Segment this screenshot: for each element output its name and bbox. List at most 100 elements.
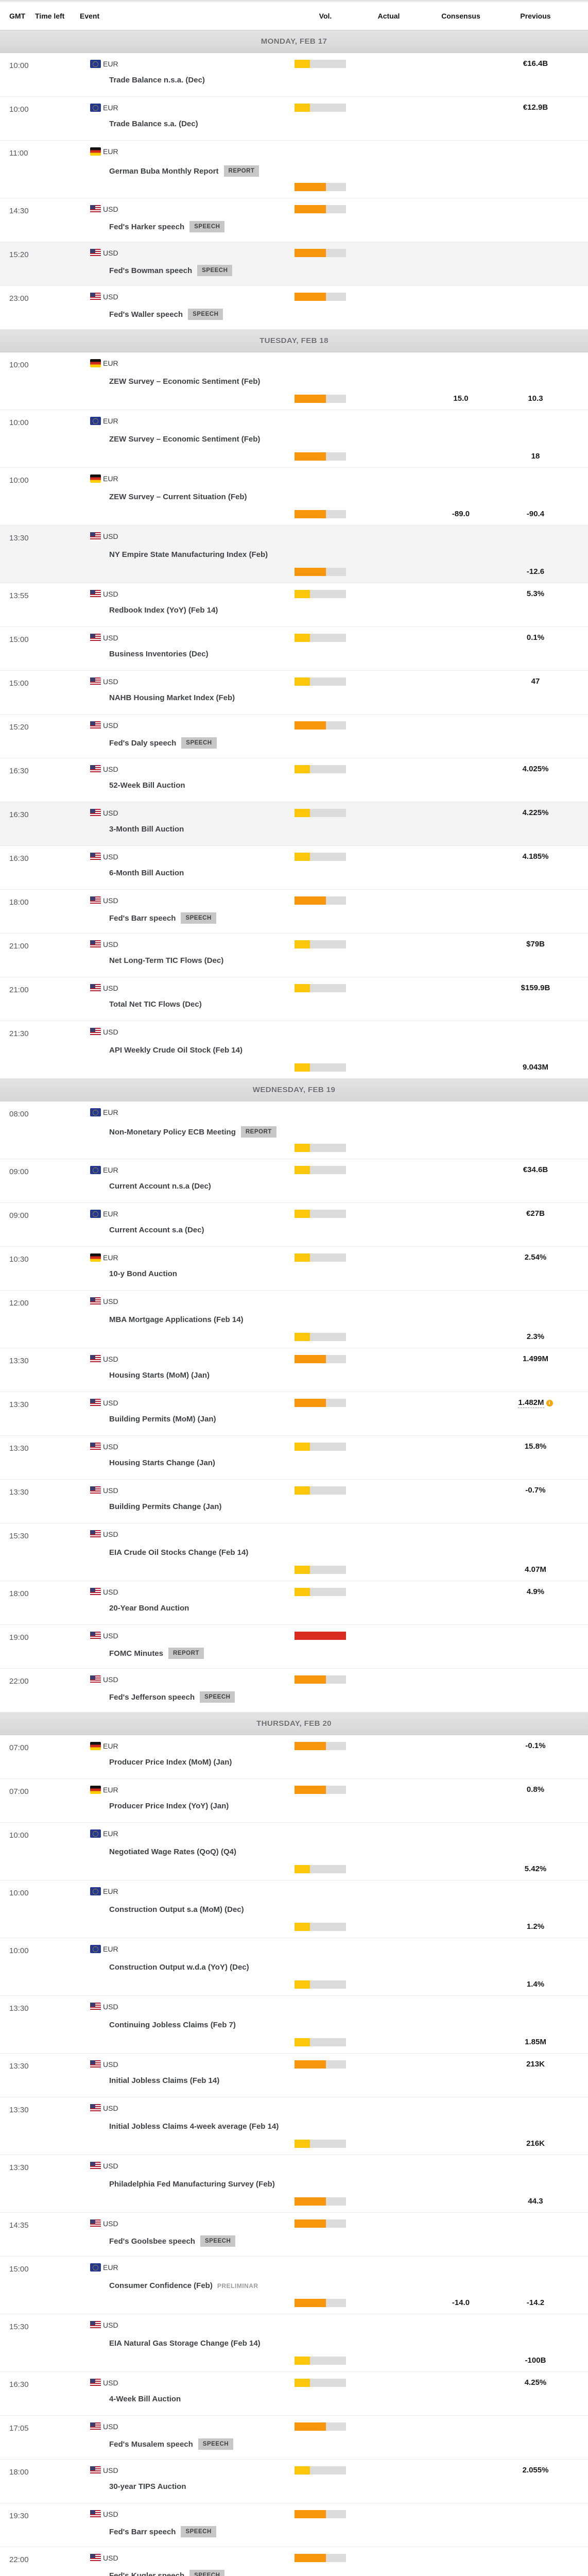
event-name[interactable]: Business Inventories (Dec) [109, 650, 209, 658]
event-row[interactable]: 07:00 EUR Producer Price Index (YoY) (Jan)… [0, 1779, 588, 1823]
event-row[interactable]: 22:00 USD Fed's Kugler speech SPEECH [0, 2547, 588, 2576]
event-row[interactable]: 18:00 USD 30-year TIPS Auction 2.055% [0, 2460, 588, 2503]
event-row[interactable]: 13:30 USD Housing Starts Change (Jan) 15.8% [0, 1436, 588, 1480]
event-name[interactable]: ZEW Survey – Current Situation (Feb) [109, 493, 247, 501]
event-row[interactable]: 10:00 EUR ZEW Survey – Economic Sentiment … [0, 352, 588, 410]
event-row[interactable]: 10:00 EUR Trade Balance s.a. (Dec) €12.9B [0, 97, 588, 141]
event-name[interactable]: MBA Mortgage Applications (Feb 14) [109, 1315, 244, 1324]
info-icon[interactable]: i [546, 1400, 553, 1406]
event-row[interactable]: 10:00 EUR Trade Balance n.s.a. (Dec) €16.4B [0, 53, 588, 97]
event-row[interactable]: 15:30 USD EIA Natural Gas Storage Change (… [0, 2314, 588, 2372]
event-name[interactable]: Current Account s.a (Dec) [109, 1226, 204, 1234]
event-row[interactable]: 13:30 USD NY Empire State Manufacturing In… [0, 526, 588, 583]
event-row[interactable]: 15:00 EUR Consumer Confidence (Feb) PRELIMI… [0, 2257, 588, 2314]
event-row[interactable]: 10:00 EUR Construction Output w.d.a (YoY) … [0, 1938, 588, 1996]
event-row[interactable]: 10:30 EUR 10-y Bond Auction 2.54% [0, 1247, 588, 1291]
event-row[interactable]: 16:30 USD 6-Month Bill Auction 4.185% [0, 846, 588, 890]
event-name[interactable]: Initial Jobless Claims (Feb 14) [109, 2076, 220, 2085]
event-name[interactable]: FOMC Minutes [109, 1649, 163, 1658]
event-row[interactable]: 10:00 EUR ZEW Survey – Economic Sentiment … [0, 410, 588, 468]
event-row[interactable]: 15:20 USD Fed's Bowman speech SPEECH [0, 242, 588, 286]
event-name[interactable]: Fed's Jefferson speech [109, 1692, 195, 1702]
event-row[interactable]: 15:00 USD NAHB Housing Market Index (Feb) 4… [0, 671, 588, 715]
event-name[interactable]: ZEW Survey – Economic Sentiment (Feb) [109, 377, 261, 386]
event-row[interactable]: 08:00 EUR Non-Monetary Policy ECB Meeting R… [0, 1101, 588, 1159]
event-name[interactable]: Fed's Daly speech [109, 738, 177, 748]
event-name[interactable]: Fed's Bowman speech [109, 266, 193, 275]
event-name[interactable]: Building Permits (MoM) (Jan) [109, 1415, 216, 1423]
event-row[interactable]: 21:00 USD Net Long-Term TIC Flows (Dec) $79… [0, 934, 588, 977]
event-name[interactable]: 10-y Bond Auction [109, 1269, 177, 1278]
event-row[interactable]: 09:00 EUR Current Account n.s.a (Dec) €34.6… [0, 1159, 588, 1203]
event-name[interactable]: Housing Starts (MoM) (Jan) [109, 1371, 210, 1380]
event-name[interactable]: Fed's Harker speech [109, 222, 185, 231]
event-row[interactable]: 16:30 USD 4-Week Bill Auction 4.25% [0, 2372, 588, 2416]
event-name[interactable]: Housing Starts Change (Jan) [109, 1459, 215, 1467]
event-name[interactable]: 20-Year Bond Auction [109, 1604, 189, 1613]
event-name[interactable]: API Weekly Crude Oil Stock (Feb 14) [109, 1046, 243, 1055]
event-row[interactable]: 22:00 USD Fed's Jefferson speech SPEECH [0, 1669, 588, 1713]
event-name[interactable]: Current Account n.s.a (Dec) [109, 1182, 211, 1191]
event-name[interactable]: Building Permits Change (Jan) [109, 1502, 222, 1511]
event-row[interactable]: 23:00 USD Fed's Waller speech SPEECH [0, 286, 588, 330]
event-row[interactable]: 12:00 USD MBA Mortgage Applications (Feb 1… [0, 1291, 588, 1348]
event-name[interactable]: Consumer Confidence (Feb) [109, 2281, 213, 2290]
event-name[interactable]: Construction Output w.d.a (YoY) (Dec) [109, 1963, 249, 1972]
event-name[interactable]: EIA Natural Gas Storage Change (Feb 14) [109, 2339, 261, 2348]
event-row[interactable]: 11:00 EUR German Buba Monthly Report REPORT [0, 141, 588, 198]
event-row[interactable]: 13:30 USD Building Permits Change (Jan) -0.… [0, 1480, 588, 1523]
event-row[interactable]: 18:00 USD 20-Year Bond Auction 4.9% [0, 1581, 588, 1625]
event-name[interactable]: Initial Jobless Claims 4-week average (F… [109, 2122, 279, 2131]
event-name[interactable]: ZEW Survey – Economic Sentiment (Feb) [109, 435, 261, 444]
event-row[interactable]: 17:05 USD Fed's Musalem speech SPEECH [0, 2416, 588, 2460]
event-name[interactable]: Total Net TIC Flows (Dec) [109, 1000, 202, 1009]
event-name[interactable]: Net Long-Term TIC Flows (Dec) [109, 956, 224, 965]
event-name[interactable]: 30-year TIPS Auction [109, 2482, 186, 2491]
event-name[interactable]: Fed's Barr speech [109, 913, 176, 923]
event-name[interactable]: German Buba Monthly Report [109, 166, 219, 176]
event-name[interactable]: Fed's Kugler speech [109, 2571, 185, 2576]
event-row[interactable]: 14:35 USD Fed's Goolsbee speech SPEECH [0, 2213, 588, 2257]
event-row[interactable]: 19:30 USD Fed's Barr speech SPEECH [0, 2503, 588, 2547]
event-name[interactable]: Fed's Waller speech [109, 310, 183, 319]
event-row[interactable]: 09:00 EUR Current Account s.a (Dec) €27B [0, 1203, 588, 1247]
event-name[interactable]: Fed's Goolsbee speech [109, 2236, 195, 2246]
event-row[interactable]: 10:00 EUR Negotiated Wage Rates (QoQ) (Q4)… [0, 1823, 588, 1880]
event-name[interactable]: 6-Month Bill Auction [109, 869, 184, 877]
event-name[interactable]: Redbook Index (YoY) (Feb 14) [109, 606, 218, 615]
event-row[interactable]: 10:00 EUR Construction Output s.a (MoM) (D… [0, 1880, 588, 1938]
event-row[interactable]: 13:30 USD Philadelphia Fed Manufacturing S… [0, 2155, 588, 2213]
event-name[interactable]: NY Empire State Manufacturing Index (Feb… [109, 550, 268, 559]
event-row[interactable]: 13:30 USD Initial Jobless Claims (Feb 14) 2… [0, 2054, 588, 2097]
event-row[interactable]: 16:30 USD 52-Week Bill Auction 4.025% [0, 758, 588, 802]
event-name[interactable]: Negotiated Wage Rates (QoQ) (Q4) [109, 1848, 236, 1856]
event-row[interactable]: 10:00 EUR ZEW Survey – Current Situation (… [0, 468, 588, 526]
event-row[interactable]: 13:55 USD Redbook Index (YoY) (Feb 14) 5.3% [0, 583, 588, 627]
event-row[interactable]: 13:30 USD Housing Starts (MoM) (Jan) 1.499M [0, 1348, 588, 1392]
event-name[interactable]: Non-Monetary Policy ECB Meeting [109, 1127, 236, 1137]
event-row[interactable]: 13:30 USD Continuing Jobless Claims (Feb 7… [0, 1996, 588, 2054]
event-row[interactable]: 15:30 USD EIA Crude Oil Stocks Change (Feb… [0, 1523, 588, 1581]
event-row[interactable]: 13:30 USD Initial Jobless Claims 4-week av… [0, 2097, 588, 2155]
event-row[interactable]: 19:00 USD FOMC Minutes REPORT [0, 1625, 588, 1669]
event-name[interactable]: Trade Balance n.s.a. (Dec) [109, 76, 205, 84]
event-row[interactable]: 18:00 USD Fed's Barr speech SPEECH [0, 890, 588, 934]
event-name[interactable]: 4-Week Bill Auction [109, 2395, 181, 2403]
event-row[interactable]: 16:30 USD 3-Month Bill Auction 4.225% [0, 802, 588, 846]
event-row[interactable]: 21:00 USD Total Net TIC Flows (Dec) $159.9B [0, 977, 588, 1021]
event-row[interactable]: 14:30 USD Fed's Harker speech SPEECH [0, 198, 588, 242]
event-row[interactable]: 07:00 EUR Producer Price Index (MoM) (Jan)… [0, 1735, 588, 1779]
event-name[interactable]: Philadelphia Fed Manufacturing Survey (F… [109, 2180, 275, 2189]
event-name[interactable]: EIA Crude Oil Stocks Change (Feb 14) [109, 1548, 249, 1557]
event-name[interactable]: Producer Price Index (YoY) (Jan) [109, 1802, 229, 1810]
event-name[interactable]: NAHB Housing Market Index (Feb) [109, 693, 235, 702]
event-name[interactable]: Producer Price Index (MoM) (Jan) [109, 1758, 232, 1767]
event-row[interactable]: 21:30 USD API Weekly Crude Oil Stock (Feb … [0, 1021, 588, 1079]
event-row[interactable]: 13:30 USD Building Permits (MoM) (Jan) 1.48… [0, 1392, 588, 1436]
event-name[interactable]: Fed's Musalem speech [109, 2439, 193, 2449]
event-name[interactable]: Trade Balance s.a. (Dec) [109, 120, 198, 128]
event-row[interactable]: 15:20 USD Fed's Daly speech SPEECH [0, 715, 588, 758]
event-row[interactable]: 15:00 USD Business Inventories (Dec) 0.1% [0, 627, 588, 671]
event-name[interactable]: 3-Month Bill Auction [109, 825, 184, 834]
event-name[interactable]: 52-Week Bill Auction [109, 781, 185, 790]
